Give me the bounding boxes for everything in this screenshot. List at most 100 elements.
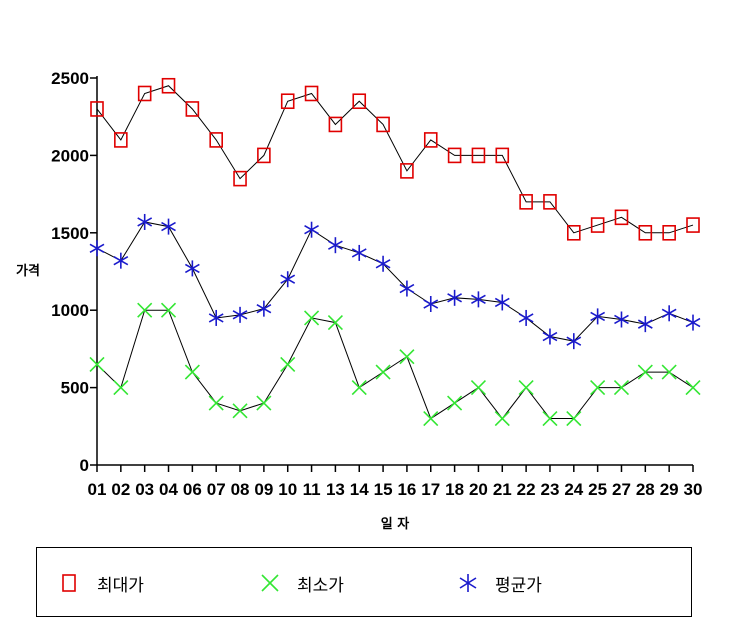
x-axis: 01 02 03 04 06 07 08 09 10 11 13 14 15 16 17 18 20 21 22 23… — [88, 464, 703, 499]
x-tick-label: 15 — [374, 480, 393, 499]
data-point-x — [184, 364, 200, 380]
data-point-x — [685, 380, 701, 396]
legend-label-avg: 평균가 — [495, 575, 542, 596]
data-point-asterisk — [113, 252, 129, 269]
y-axis-title: 가격 — [16, 264, 40, 279]
x-tick-label: 14 — [350, 480, 369, 499]
data-point-x — [518, 380, 534, 396]
data-point-x — [160, 302, 177, 318]
legend-x-marker-icon — [261, 574, 279, 592]
data-point-square — [209, 132, 223, 148]
legend-square-marker-icon — [62, 574, 76, 592]
data-point-square — [137, 85, 152, 102]
y-tick-label: 500 — [61, 379, 89, 398]
data-point-square — [495, 147, 510, 164]
data-point-x — [661, 364, 677, 380]
data-point-x — [137, 302, 153, 318]
data-point-asterisk — [447, 289, 462, 306]
series-line — [96, 85, 694, 234]
data-point-asterisk — [661, 305, 677, 322]
x-tick-label: 29 — [660, 480, 679, 499]
data-point-asterisk — [328, 237, 343, 254]
x-tick-label: 08 — [231, 480, 250, 499]
x-tick-label: 07 — [207, 480, 226, 499]
y-tick-label: 0 — [80, 456, 89, 475]
series-line — [96, 309, 694, 420]
data-point-square — [328, 116, 343, 133]
data-point-x — [89, 356, 105, 372]
data-point-asterisk — [471, 291, 486, 308]
data-point-x — [113, 380, 129, 396]
y-tick-label: 2000 — [51, 146, 89, 165]
y-tick-label: 1000 — [51, 301, 89, 320]
x-tick-label: 23 — [540, 480, 559, 499]
data-point-x — [303, 310, 320, 326]
data-point-asterisk — [184, 260, 200, 277]
data-point-asterisk — [566, 333, 582, 350]
series-layer — [89, 77, 701, 427]
data-point-x — [256, 395, 272, 411]
data-point-x — [470, 380, 487, 396]
series-asterisk — [89, 213, 701, 350]
data-point-asterisk — [89, 240, 105, 257]
x-tick-label: 16 — [397, 480, 416, 499]
data-point-square — [233, 170, 247, 187]
data-point-square — [304, 85, 319, 102]
data-point-square — [185, 101, 200, 117]
data-point-asterisk — [590, 308, 606, 325]
data-point-asterisk — [351, 244, 367, 261]
x-tick-label: 20 — [469, 480, 488, 499]
data-point-square — [280, 93, 295, 110]
x-tick-label: 04 — [159, 480, 178, 499]
data-point-asterisk — [256, 300, 272, 317]
x-tick-label: 24 — [564, 480, 583, 499]
legend-item-min: 최소가 — [259, 548, 344, 618]
x-tick-label: 11 — [303, 480, 321, 499]
data-point-square — [114, 132, 128, 148]
legend: 최대가 최소가 평균가 — [36, 547, 692, 617]
data-point-asterisk — [614, 311, 629, 328]
legend-label-min: 최소가 — [297, 575, 344, 596]
data-point-asterisk — [423, 296, 439, 313]
data-point-x — [399, 349, 415, 365]
data-point-x — [447, 395, 463, 411]
data-point-x — [542, 410, 558, 427]
data-point-asterisk — [280, 271, 296, 288]
x-tick-label: 01 — [88, 480, 107, 499]
x-tick-label: 03 — [135, 480, 154, 499]
data-point-x — [327, 315, 343, 331]
data-point-asterisk — [494, 294, 510, 311]
data-point-x — [494, 410, 510, 427]
data-point-x — [208, 395, 224, 411]
data-point-square — [519, 194, 533, 210]
data-point-x — [637, 364, 653, 380]
data-point-x — [375, 364, 391, 380]
data-point-asterisk — [518, 309, 534, 326]
x-tick-label: 10 — [278, 480, 297, 499]
data-point-square — [447, 147, 462, 164]
data-point-x — [613, 380, 630, 396]
data-point-square — [471, 147, 486, 164]
data-point-x — [280, 356, 296, 372]
data-point-square — [376, 116, 390, 133]
legend-item-max: 최대가 — [59, 548, 144, 618]
series-square — [90, 77, 700, 241]
x-tick-label: 25 — [588, 480, 607, 499]
data-point-x — [590, 380, 606, 396]
data-point-square — [543, 194, 557, 210]
data-point-square — [686, 217, 700, 233]
y-tick-label: 1500 — [51, 224, 89, 243]
data-point-asterisk — [304, 221, 319, 238]
data-point-asterisk — [542, 328, 558, 345]
x-tick-label: 22 — [517, 480, 536, 499]
data-point-x — [566, 410, 582, 427]
x-tick-label: 27 — [612, 480, 631, 499]
data-point-square — [400, 163, 414, 179]
data-point-square — [614, 209, 629, 226]
line-chart: 0 500 1000 1500 2000 2500 01 02 03 04 06 07 08 09 10 1… — [16, 69, 703, 532]
data-point-asterisk — [637, 316, 653, 333]
data-point-asterisk — [232, 306, 248, 323]
data-point-asterisk — [375, 255, 391, 272]
x-tick-label: 30 — [684, 480, 703, 499]
y-tick-label: 2500 — [51, 69, 89, 88]
